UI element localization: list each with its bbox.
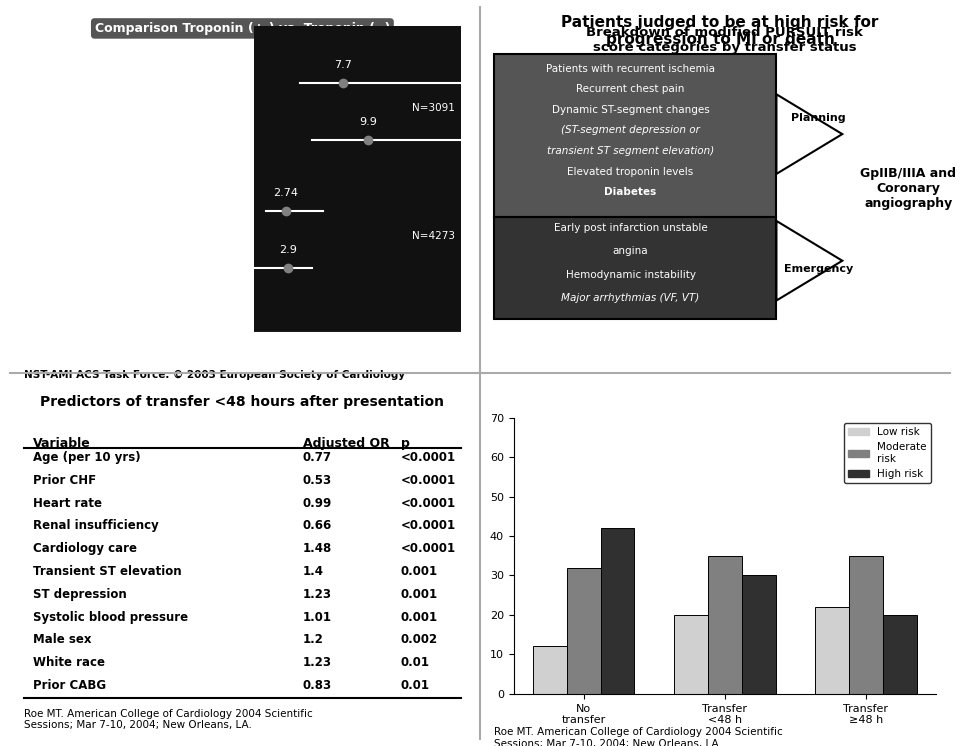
Text: 1.2: 1.2	[303, 633, 324, 646]
Text: Renal insufficiency: Renal insufficiency	[33, 519, 158, 533]
Text: Death: Death	[33, 98, 69, 112]
Text: 0.001: 0.001	[400, 565, 438, 578]
Text: Death: Death	[33, 186, 69, 198]
Text: Emergency: Emergency	[784, 264, 853, 275]
Text: 9.9: 9.9	[359, 117, 377, 127]
Text: long-term: long-term	[103, 186, 161, 198]
Text: short-term: short-term	[103, 98, 166, 112]
Text: 0.83: 0.83	[303, 679, 332, 692]
Bar	[708, 556, 742, 694]
Text: Age (per 10 yrs): Age (per 10 yrs)	[33, 451, 140, 464]
Bar	[533, 647, 566, 694]
Text: 1.48: 1.48	[303, 542, 332, 555]
Text: Roe MT. American College of Cardiology 2004 Scientific
Sessions; Mar 7-10, 2004;: Roe MT. American College of Cardiology 2…	[24, 709, 312, 730]
Text: N=4273: N=4273	[412, 231, 455, 241]
Text: Transient ST elevation: Transient ST elevation	[33, 565, 181, 578]
Text: 0.77: 0.77	[303, 451, 332, 464]
Bar	[849, 556, 883, 694]
Text: <0.0001: <0.0001	[400, 519, 456, 533]
Text: Adjusted OR: Adjusted OR	[303, 437, 390, 450]
Text: 3.5%: 3.5%	[218, 186, 248, 198]
Text: <0.0001: <0.0001	[400, 474, 456, 487]
Text: 2.9: 2.9	[278, 245, 297, 255]
Text: Cardiology care: Cardiology care	[33, 542, 137, 555]
Text: Early post infarction unstable: Early post infarction unstable	[554, 223, 708, 233]
Text: p: p	[400, 437, 410, 450]
Text: T-: T-	[228, 66, 239, 78]
Text: (ST-segment depression or: (ST-segment depression or	[562, 125, 700, 136]
Bar	[883, 615, 917, 694]
Bar	[742, 575, 776, 694]
Text: <0.0001: <0.0001	[400, 497, 456, 510]
Text: Heart rate: Heart rate	[33, 497, 102, 510]
Text: 5.7%: 5.7%	[172, 98, 202, 112]
Text: Death/MI: Death/MI	[33, 229, 86, 242]
Polygon shape	[777, 94, 842, 174]
Text: 0.001: 0.001	[400, 588, 438, 601]
Text: Prior CABG: Prior CABG	[33, 679, 106, 692]
Text: N=3091: N=3091	[412, 103, 455, 113]
Text: 0.01: 0.01	[400, 679, 430, 692]
Text: Diabetes: Diabetes	[605, 187, 657, 197]
Text: 0.01: 0.01	[400, 656, 430, 669]
Text: Patients judged to be at high risk for
progression to MI or death: Patients judged to be at high risk for p…	[562, 15, 878, 47]
Text: 0.66: 0.66	[303, 519, 332, 533]
Bar	[494, 217, 777, 319]
Bar	[566, 568, 601, 694]
Bar	[494, 54, 777, 217]
Text: 1.23: 1.23	[303, 656, 332, 669]
Text: Major arrhythmias (VF, VT): Major arrhythmias (VF, VT)	[562, 293, 700, 304]
Text: 1.23: 1.23	[303, 588, 332, 601]
Polygon shape	[777, 221, 842, 301]
Text: short-term: short-term	[103, 142, 166, 155]
Text: NST-AMI ACS Task Force. © 2003 European Society of Cardiology: NST-AMI ACS Task Force. © 2003 European …	[24, 370, 405, 380]
Text: Variable: Variable	[33, 437, 90, 450]
Text: GpIIB/IIIA and
Coronary
angiography: GpIIB/IIIA and Coronary angiography	[860, 167, 956, 210]
Text: 7%: 7%	[178, 186, 196, 198]
Text: 0.002: 0.002	[400, 633, 438, 646]
Text: Breakdown of modified PURSUIT risk
score categories by transfer status: Breakdown of modified PURSUIT risk score…	[587, 26, 863, 54]
Text: 13.4%: 13.4%	[168, 142, 205, 155]
Text: X (risk if TnT +): X (risk if TnT +)	[320, 332, 407, 342]
Text: Ottani et al Am Heart J 2000; 140:917: Ottani et al Am Heart J 2000; 140:917	[28, 350, 213, 360]
Text: Male sex: Male sex	[33, 633, 91, 646]
Text: 9%: 9%	[224, 229, 243, 242]
Text: 0.9%: 0.9%	[218, 98, 248, 112]
Bar	[601, 528, 635, 694]
Text: Planning: Planning	[791, 113, 846, 123]
Legend: Low risk, Moderate
risk, High risk: Low risk, Moderate risk, High risk	[844, 423, 931, 483]
Text: 0.001: 0.001	[400, 610, 438, 624]
Text: White race: White race	[33, 656, 105, 669]
Text: 3.0%: 3.0%	[218, 142, 248, 155]
Text: 0.53: 0.53	[303, 474, 332, 487]
Text: 0.99: 0.99	[303, 497, 332, 510]
Text: <0.0001: <0.0001	[400, 542, 456, 555]
Text: Comparison Troponin (+ ) vs. Troponin (- ): Comparison Troponin (+ ) vs. Troponin (-…	[95, 22, 390, 35]
Text: Predictors of transfer <48 hours after presentation: Predictors of transfer <48 hours after p…	[40, 395, 444, 409]
Text: Elevated troponin levels: Elevated troponin levels	[567, 166, 694, 177]
Bar	[674, 615, 708, 694]
Text: Roe MT. American College of Cardiology 2004 Scientific
Sessions; Mar 7-10, 2004;: Roe MT. American College of Cardiology 2…	[494, 727, 783, 746]
Text: 1.4: 1.4	[303, 565, 324, 578]
Text: transient ST segment elevation): transient ST segment elevation)	[547, 146, 714, 156]
Text: <0.0001: <0.0001	[400, 451, 456, 464]
Text: 20.2%: 20.2%	[168, 229, 205, 242]
Text: T+: T+	[178, 66, 196, 78]
Text: Systolic blood pressure: Systolic blood pressure	[33, 610, 188, 624]
Text: Hemodynamic instability: Hemodynamic instability	[565, 270, 696, 280]
Text: Patients with recurrent ischemia: Patients with recurrent ischemia	[546, 63, 715, 74]
Text: Prior CHF: Prior CHF	[33, 474, 96, 487]
Text: angina: angina	[612, 246, 648, 257]
Text: Death/MI: Death/MI	[33, 142, 86, 155]
Text: 7.7: 7.7	[334, 60, 351, 70]
Text: Recurrent chest pain: Recurrent chest pain	[576, 84, 684, 94]
Text: long-term: long-term	[103, 229, 161, 242]
Text: 2.74: 2.74	[274, 188, 299, 198]
Bar	[815, 607, 849, 694]
Text: Dynamic ST-segment changes: Dynamic ST-segment changes	[552, 104, 709, 115]
Text: 1.01: 1.01	[303, 610, 332, 624]
Text: ST depression: ST depression	[33, 588, 127, 601]
